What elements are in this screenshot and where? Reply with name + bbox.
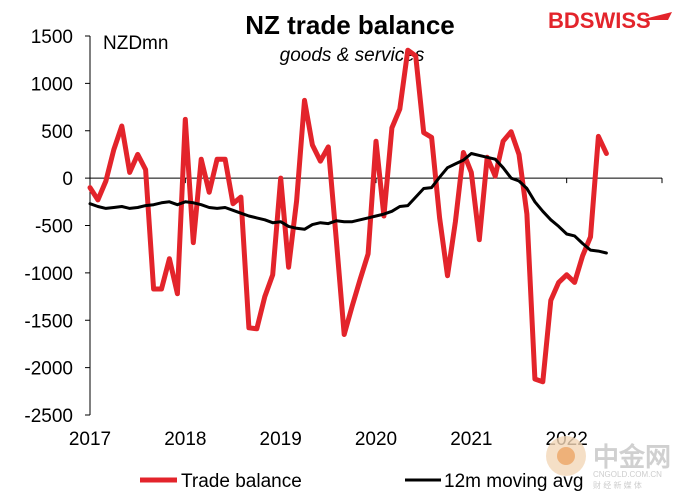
y-tick-label: 1000 bbox=[31, 74, 73, 95]
brand-swoosh-icon bbox=[640, 12, 672, 20]
watermark-title: 中金网 bbox=[593, 442, 671, 472]
watermark-logo-inner-icon bbox=[557, 447, 575, 465]
x-tick-label: 2020 bbox=[355, 429, 397, 450]
brand-logo-text: BDSWISS bbox=[548, 8, 651, 33]
watermark-url: CNGOLD.COM.CN bbox=[593, 470, 662, 479]
y-tick-label: 1500 bbox=[31, 27, 73, 48]
legend-label-trade-balance: Trade balance bbox=[181, 471, 302, 492]
legend: Trade balance 12m moving avg bbox=[140, 471, 583, 492]
y-tick-label: -2500 bbox=[24, 406, 73, 427]
plot-series bbox=[87, 47, 609, 385]
watermark: 中金网 CNGOLD.COM.CN 财 经 新 媒 体 bbox=[546, 436, 671, 490]
y-tick-label: -1500 bbox=[24, 311, 73, 332]
y-tick-label: -1000 bbox=[24, 264, 73, 285]
chart-title: NZ trade balance bbox=[245, 10, 455, 40]
watermark-tagline: 财 经 新 媒 体 bbox=[593, 480, 642, 490]
legend-label-moving-avg: 12m moving avg bbox=[444, 471, 583, 492]
series-line-moving-avg bbox=[88, 152, 608, 255]
x-tick-label: 2019 bbox=[260, 429, 302, 450]
chart-subtitle: goods & services bbox=[280, 45, 425, 66]
y-axis: 1500 1000 500 0 -500 -1000 -1500 -2000 -2500 bbox=[24, 27, 91, 427]
y-tick-label: 0 bbox=[62, 169, 73, 190]
x-tick-label: 2021 bbox=[450, 429, 492, 450]
y-tick-label: -500 bbox=[35, 217, 73, 238]
y-axis-unit-label: NZDmn bbox=[103, 33, 168, 54]
y-tick-label: -2000 bbox=[24, 359, 73, 380]
x-tick-label: 2018 bbox=[164, 429, 206, 450]
brand-logo: BDSWISS bbox=[548, 8, 672, 33]
series-line-trade-balance bbox=[87, 47, 609, 385]
y-tick-label: 500 bbox=[41, 122, 73, 143]
x-tick-label: 2017 bbox=[69, 429, 111, 450]
